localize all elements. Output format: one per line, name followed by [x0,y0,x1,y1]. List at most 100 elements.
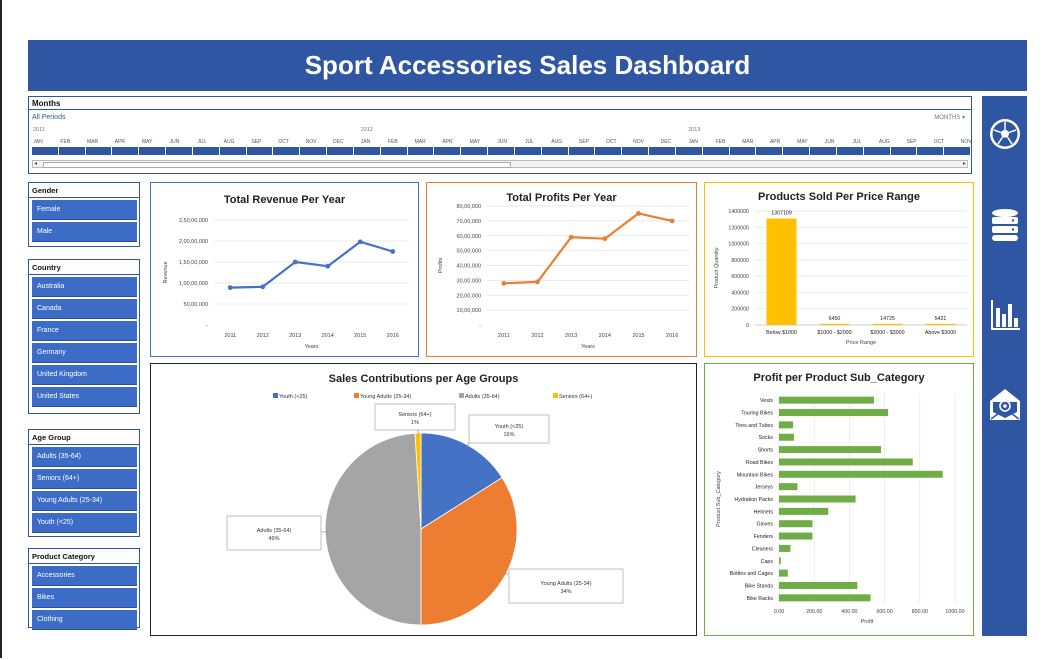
slicer-item-united-states[interactable]: United States [32,387,137,407]
timeline-month-segment[interactable] [353,147,380,155]
timeline-month-label[interactable]: FEB [388,139,398,145]
timeline-month-segment[interactable] [300,147,327,155]
timeline-month-segment[interactable] [166,147,192,155]
timeline-month-segment[interactable] [434,147,461,155]
timeline-month-segment[interactable] [514,147,541,155]
slicer-item-young-adults[interactable]: Young Adults (25-34) [32,491,137,511]
slicer-item-france[interactable]: France [32,321,137,341]
scroll-left-icon[interactable]: ◂ [34,161,38,167]
timeline-month-label[interactable]: AUG [551,139,563,145]
timeline-month-segment[interactable] [488,147,514,155]
timeline-month-label[interactable]: DEC [660,139,672,145]
timeline-month-label[interactable]: JUL [197,139,207,145]
slicer-item-clothing[interactable]: Clothing [32,610,137,630]
timeline-month-segment[interactable] [380,147,407,155]
timeline-month-label[interactable]: MAR [87,139,99,145]
timeline-month-segment[interactable] [568,147,595,155]
slicer-item-canada[interactable]: Canada [32,299,137,319]
timeline-month-label[interactable]: AUG [223,139,235,145]
timeline-month-label[interactable]: SEP [906,139,917,145]
timeline-month-segment[interactable] [85,147,112,155]
slicer-item-adults[interactable]: Adults (35-64) [32,447,137,467]
timeline-month-segment[interactable] [595,147,622,155]
subcat-bar [779,594,871,602]
timeline-month-segment[interactable] [407,147,434,155]
timeline-month-segment[interactable] [810,147,836,155]
scroll-right-icon[interactable]: ▸ [962,161,966,167]
timeline-month-segment[interactable] [675,147,702,155]
months-timeline[interactable]: Months All Periods MONTHS ▾ ◂ ▸ 2011 2012… [28,96,972,174]
timeline-month-segment[interactable] [702,147,729,155]
timeline-month-segment[interactable] [622,147,649,155]
timeline-month-label[interactable]: APR [442,139,453,145]
timeline-month-segment[interactable] [917,147,944,155]
bar-chart-icon[interactable] [988,294,1022,334]
slicer-item-youth[interactable]: Youth (<25) [32,513,137,533]
slicer-item-female[interactable]: Female [32,200,137,220]
timeline-month-segment[interactable] [327,147,353,155]
timeline-month-label[interactable]: FEB [715,139,726,145]
timeline-month-label[interactable]: JAN [360,139,371,145]
timeline-month-label[interactable]: NOV [633,139,645,145]
timeline-month-label[interactable]: JUN [169,139,180,145]
subcat-ytick-label: Cleaners [752,546,774,552]
slicer-item-accessories[interactable]: Accessories [32,566,137,586]
timeline-month-label[interactable]: MAY [469,139,481,145]
timeline-month-label[interactable]: JUL [852,139,862,145]
timeline-month-segment[interactable] [836,147,863,155]
timeline-month-segment[interactable] [541,147,568,155]
timeline-month-label[interactable]: JUN [497,139,507,145]
timeline-month-label[interactable]: MAY [141,139,153,145]
timeline-month-segment[interactable] [246,147,273,155]
timeline-month-segment[interactable] [219,147,246,155]
soccer-ball-icon[interactable] [988,114,1022,154]
slicer-item-bikes[interactable]: Bikes [32,588,137,608]
timeline-scroll-thumb[interactable] [43,162,511,168]
timeline-month-segment[interactable] [756,147,783,155]
timeline-month-label[interactable]: MAY [797,139,808,145]
timeline-month-segment[interactable] [461,147,488,155]
timeline-month-label[interactable]: OCT [278,139,289,145]
slicer-item-male[interactable]: Male [32,222,137,242]
timeline-month-label[interactable]: FEB [60,139,71,145]
timeline-month-segment[interactable] [944,147,970,155]
slicer-item-germany[interactable]: Germany [32,343,137,363]
pie-label-name: Seniors (64+) [398,412,431,418]
timeline-month-segment[interactable] [783,147,810,155]
timeline-month-label[interactable]: SEP [578,139,590,145]
timeline-month-label[interactable]: AUG [878,139,890,145]
timeline-month-segment[interactable] [863,147,890,155]
timeline-month-label[interactable]: DEC [333,139,344,145]
timeline-month-label[interactable]: NOV [305,139,317,145]
timeline-month-label[interactable]: JAN [33,139,43,145]
timeline-month-label[interactable]: OCT [933,139,945,145]
slicer-item-united-kingdom[interactable]: United Kingdom [32,365,137,385]
timeline-month-segment[interactable] [729,147,756,155]
timeline-month-segment[interactable] [58,147,85,155]
timeline-month-label[interactable]: APR [114,139,126,145]
timeline-month-segment[interactable] [192,147,219,155]
slicer-item-australia[interactable]: Australia [32,277,137,297]
timeline-unit-dropdown[interactable]: MONTHS ▾ [934,114,965,121]
timeline-month-label[interactable]: JUL [524,139,534,145]
price-xtick-label: Below $1000 [766,330,797,336]
timeline-period-bar[interactable] [32,147,971,155]
timeline-month-label[interactable]: MAR [414,139,426,145]
timeline-month-label[interactable]: MAR [742,139,754,145]
timeline-month-segment[interactable] [32,147,58,155]
timeline-month-label[interactable]: JAN [688,139,698,145]
timeline-scrollbar[interactable]: ◂ ▸ [32,160,968,168]
slicer-item-seniors[interactable]: Seniors (64+) [32,469,137,489]
timeline-month-label[interactable]: NOV [960,139,972,145]
timeline-month-segment[interactable] [139,147,166,155]
email-icon[interactable] [988,384,1022,424]
timeline-month-segment[interactable] [649,147,675,155]
database-icon[interactable] [988,204,1022,244]
timeline-month-label[interactable]: OCT [606,139,617,145]
timeline-month-label[interactable]: JUN [824,139,835,145]
timeline-month-label[interactable]: APR [769,139,781,145]
timeline-month-segment[interactable] [273,147,300,155]
timeline-month-segment[interactable] [890,147,917,155]
timeline-month-segment[interactable] [112,147,139,155]
timeline-month-label[interactable]: SEP [251,139,262,145]
